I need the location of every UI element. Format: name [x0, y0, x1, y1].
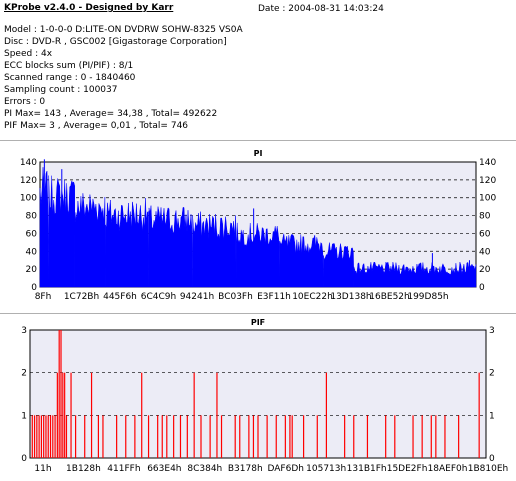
y-tick-label-left: 140: [20, 158, 37, 168]
y-tick-label-left: 2: [21, 369, 27, 379]
info-scanned-range: Scanned range : 0 - 1840460: [4, 73, 136, 83]
x-tick-label: 8C384h: [187, 464, 222, 474]
pi-series-segment: [192, 211, 237, 288]
y-tick-label-left: 80: [26, 212, 38, 222]
pi-series-segment: [74, 193, 106, 288]
x-tick-label: 6C4C9h: [141, 292, 176, 302]
y-tick-label-right: 0: [489, 454, 495, 464]
x-tick-label: 1C72Bh: [64, 292, 99, 302]
pi-panel: PI 0 0 20 20 40 40 60 60 80 80 100 100 120 120 140 140 8F…: [0, 142, 516, 312]
pif-panel: PIF 0 0 1 1 2 2 3 3 11h 1B128h 411FFh 663E4h 8C384h B3…: [0, 314, 516, 478]
y-tick-label-left: 60: [26, 229, 38, 239]
y-tick-label-left: 20: [26, 265, 38, 275]
info-model: Model : 1-0-0-0 D:LITE-ON DVDRW SOHW-832…: [4, 25, 243, 35]
pi-series-segment: [323, 242, 355, 288]
y-tick-label-right: 40: [479, 247, 491, 257]
x-tick-label: 15DE2Fh: [387, 464, 428, 474]
x-tick-label: 16BE52h: [369, 292, 409, 302]
y-tick-label-right: 2: [489, 369, 495, 379]
y-tick-label-right: 60: [479, 229, 491, 239]
pi-chart: PI 0 0 20 20 40 40 60 60 80 80 100 100 120 120 140 140 8F…: [20, 149, 497, 302]
y-tick-label-right: 0: [479, 283, 485, 293]
x-tick-label: 199D85h: [407, 292, 448, 302]
y-tick-label-right: 1: [489, 411, 495, 421]
y-tick-label-right: 100: [479, 194, 496, 204]
scan-date: Date : 2004-08-31 14:03:24: [258, 4, 384, 14]
x-tick-label: 411FFh: [107, 464, 140, 474]
info-pif-stats: PIF Max= 3 , Average= 0,01 , Total= 746: [4, 121, 189, 131]
chart-title: PI: [254, 149, 263, 158]
x-tick-label: 131B1Fh: [347, 464, 387, 474]
y-tick-label-right: 80: [479, 212, 491, 222]
y-tick-label-left: 3: [21, 326, 27, 336]
y-tick-label-left: 0: [21, 454, 27, 464]
info-speed: Speed : 4x: [4, 49, 53, 59]
x-tick-label: B3178h: [228, 464, 263, 474]
y-tick-label-left: 100: [20, 194, 37, 204]
y-tick-label-left: 0: [31, 283, 37, 293]
info-panel: KProbe v2.4.0 - Designed by Karr Date : …: [0, 0, 516, 140]
pi-series-segment: [235, 222, 281, 288]
x-tick-label: 8Fh: [35, 292, 52, 302]
pi-series-segment: [148, 205, 193, 288]
info-ecc-blocks: ECC blocks sum (PI/PIF) : 8/1: [4, 61, 134, 71]
y-tick-label-right: 120: [479, 176, 496, 186]
x-tick-label: 94241h: [180, 292, 214, 302]
x-tick-label: 18AEF0h: [428, 464, 468, 474]
app-title: KProbe v2.4.0 - Designed by Karr: [4, 3, 174, 13]
pi-series-segment: [353, 261, 477, 288]
info-pi-stats: PI Max= 143 , Average= 34,38 , Total= 49…: [4, 109, 218, 119]
pi-series-segment: [279, 233, 324, 288]
x-tick-label: 13D138h: [330, 292, 371, 302]
x-tick-label: 663E4h: [147, 464, 181, 474]
y-tick-label-left: 120: [20, 176, 37, 186]
pif-chart: PIF 0 0 1 1 2 2 3 3 11h 1B128h 411FFh 663E4h 8C384h B3…: [21, 318, 508, 474]
divider: [0, 313, 516, 314]
x-tick-label: 445F6h: [103, 292, 137, 302]
pi-series-segment: [105, 197, 150, 288]
x-tick-label: 1B810Eh: [468, 464, 508, 474]
x-tick-label: 1B128h: [66, 464, 101, 474]
info-errors: Errors : 0: [4, 97, 46, 107]
x-tick-label: E3F11h: [257, 292, 291, 302]
info-sampling-count: Sampling count : 100037: [4, 85, 118, 95]
x-tick-label: 11h: [34, 464, 51, 474]
x-tick-label: BC03Fh: [218, 292, 253, 302]
x-tick-label: DAF6Dh: [267, 464, 303, 474]
x-tick-label: 105713h: [306, 464, 346, 474]
y-tick-label-right: 20: [479, 265, 491, 275]
y-tick-label-right: 3: [489, 326, 495, 336]
y-tick-label-left: 1: [21, 411, 27, 421]
chart-title: PIF: [251, 318, 265, 327]
x-tick-label: 10EC22h: [292, 292, 333, 302]
y-tick-label-right: 140: [479, 158, 496, 168]
info-disc: Disc : DVD-R , GSC002 [Gigastorage Corpo…: [4, 37, 227, 47]
y-tick-label-left: 40: [26, 247, 38, 257]
divider: [0, 140, 516, 141]
